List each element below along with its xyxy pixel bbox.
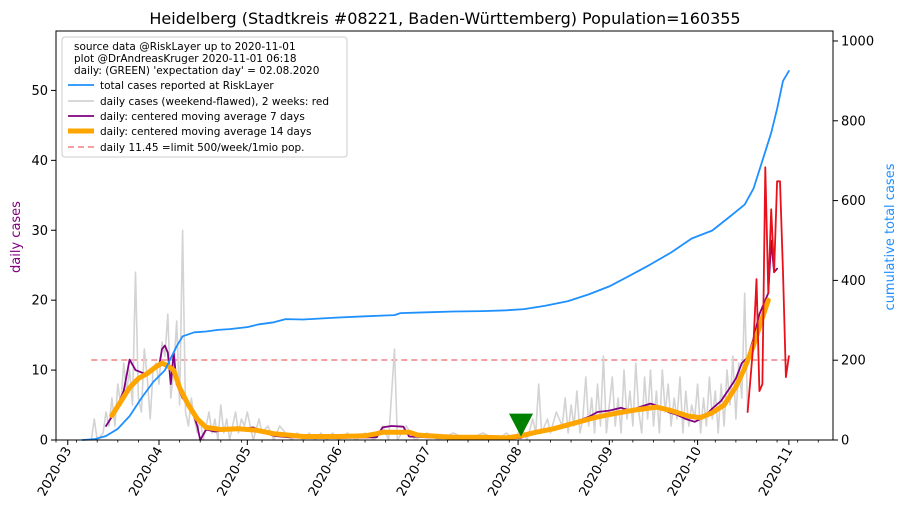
ma14-line	[109, 297, 771, 441]
left-axis-label: daily cases	[9, 201, 24, 273]
right-axis-label: cumulative total cases	[883, 163, 898, 310]
legend-daily-label: daily cases (weekend-flawed), 2 weeks: r…	[100, 96, 329, 108]
expectation-day-marker	[509, 413, 534, 437]
total-cases-line	[81, 70, 790, 441]
right-tick-label: 1000	[841, 34, 874, 49]
right-tick-label: 400	[841, 274, 866, 289]
legend-ma7-label: daily: centered moving average 7 days	[100, 111, 305, 123]
left-tick-label: 0	[40, 434, 48, 449]
left-tick-label: 50	[31, 84, 48, 99]
chart-title: Heidelberg (Stadtkreis #08221, Baden-Wür…	[149, 9, 740, 28]
right-tick-label: 0	[841, 434, 849, 449]
plot-area	[81, 70, 790, 441]
x-tick-label: 2020-10	[665, 445, 705, 500]
legend-box	[61, 36, 348, 158]
left-tick-label: 20	[31, 294, 48, 309]
legend-plot-text: plot @DrAndreasKruger 2020-11-01 06:18	[74, 53, 297, 65]
x-tick-label: 2020-11	[756, 445, 796, 500]
right-tick-label: 200	[841, 354, 866, 369]
left-tick-label: 10	[31, 364, 48, 379]
left-tick-label: 40	[31, 154, 48, 169]
x-tick-label: 2020-07	[394, 445, 434, 500]
right-tick-label: 600	[841, 194, 866, 209]
right-tick-label: 800	[841, 114, 866, 129]
daily-cases-recent-line	[746, 166, 790, 413]
legend-ma14-label: daily: centered moving average 14 days	[100, 126, 312, 138]
legend: source data @RiskLayer up to 2020-11-01 …	[61, 36, 348, 158]
legend-limit-label: daily 11.45 =limit 500/week/1mio pop.	[100, 142, 305, 154]
legend-total-label: total cases reported at RiskLayer	[100, 80, 274, 92]
legend-source-text: source data @RiskLayer up to 2020-11-01	[74, 41, 296, 53]
x-tick-label: 2020-08	[485, 445, 525, 500]
plot-frame	[55, 30, 834, 441]
x-tick-label: 2020-03	[35, 445, 75, 500]
x-tick-label: 2020-04	[126, 445, 166, 500]
x-tick-label: 2020-06	[306, 445, 346, 500]
left-tick-label: 30	[31, 224, 48, 239]
x-tick-label: 2020-09	[577, 445, 617, 500]
legend-expectation-text: daily: (GREEN) 'expectation day' = 02.08…	[74, 65, 319, 77]
x-tick-label: 2020-05	[215, 445, 255, 500]
